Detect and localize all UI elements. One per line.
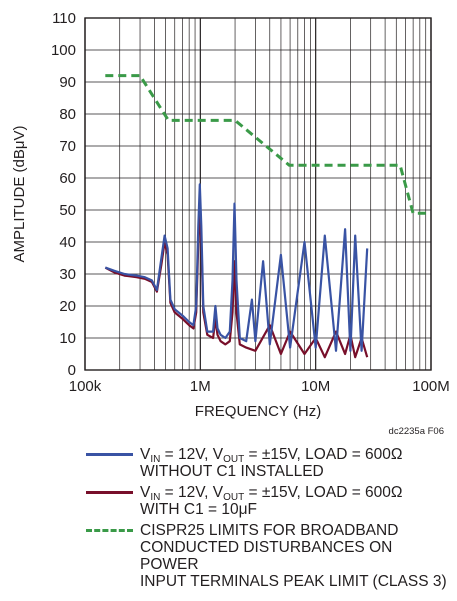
x-tick-label: 10M: [301, 378, 330, 395]
emi-chart: 0 10 20 30 40 50 60 70 80 90 100 110 100k 1M 10M 100M F…: [11, 10, 450, 420]
x-tick-label: 1M: [190, 378, 211, 395]
legend-text-line1: VIN = 12V, VOUT = ±15V, LOAD = 600Ω: [140, 446, 403, 465]
legend-text-line2: WITH C1 = 10μF: [140, 501, 258, 518]
legend-item-without-c1: VIN = 12V, VOUT = ±15V, LOAD = 600Ω WITH…: [86, 446, 451, 480]
legend-item-with-c1: VIN = 12V, VOUT = ±15V, LOAD = 600Ω WITH…: [86, 484, 451, 518]
y-tick-label: 80: [59, 106, 76, 123]
x-tick-label: 100k: [69, 378, 102, 395]
legend-text-line1: VIN = 12V, VOUT = ±15V, LOAD = 600Ω: [140, 484, 403, 503]
y-tick-label: 50: [59, 202, 76, 219]
x-axis-label: FREQUENCY (Hz): [195, 403, 321, 420]
y-tick-label: 100: [51, 42, 76, 59]
plot-frame: [84, 17, 432, 371]
series-line-0: [104, 183, 369, 352]
y-tick-label: 10: [59, 330, 76, 347]
legend-swatch-cispr25: [86, 529, 133, 532]
y-tick-label: 30: [59, 266, 76, 283]
figure-note: dc2235a F06: [388, 426, 444, 437]
series-line-2: [105, 74, 431, 215]
y-tick-label: 40: [59, 234, 76, 251]
legend: VIN = 12V, VOUT = ±15V, LOAD = 600Ω WITH…: [86, 446, 451, 594]
legend-text-line2: WITHOUT C1 INSTALLED: [140, 463, 324, 480]
legend-swatch-with-c1: [86, 491, 133, 494]
chart-series: [104, 74, 431, 359]
y-axis-label: AMPLITUDE (dBμV): [11, 125, 28, 262]
legend-text-line3: INPUT TERMINALS PEAK LIMIT (CLASS 3): [140, 573, 447, 590]
y-tick-label: 20: [59, 298, 76, 315]
legend-text-line2: CONDUCTED DISTURBANCES ON POWER: [140, 539, 393, 573]
y-tick-label: 0: [68, 362, 76, 379]
x-tick-label: 100M: [412, 378, 450, 395]
legend-swatch-without-c1: [86, 453, 133, 456]
chart-ticks: 0 10 20 30 40 50 60 70 80 90 100 110 100k 1M 10M 100M: [51, 10, 450, 395]
legend-item-cispr25: CISPR25 LIMITS FOR BROADBAND CONDUCTED D…: [86, 522, 451, 590]
legend-text-line1: CISPR25 LIMITS FOR BROADBAND: [140, 522, 399, 539]
y-tick-label: 90: [59, 74, 76, 91]
y-tick-label: 60: [59, 170, 76, 187]
y-tick-label: 70: [59, 138, 76, 155]
y-tick-label: 110: [52, 10, 76, 27]
